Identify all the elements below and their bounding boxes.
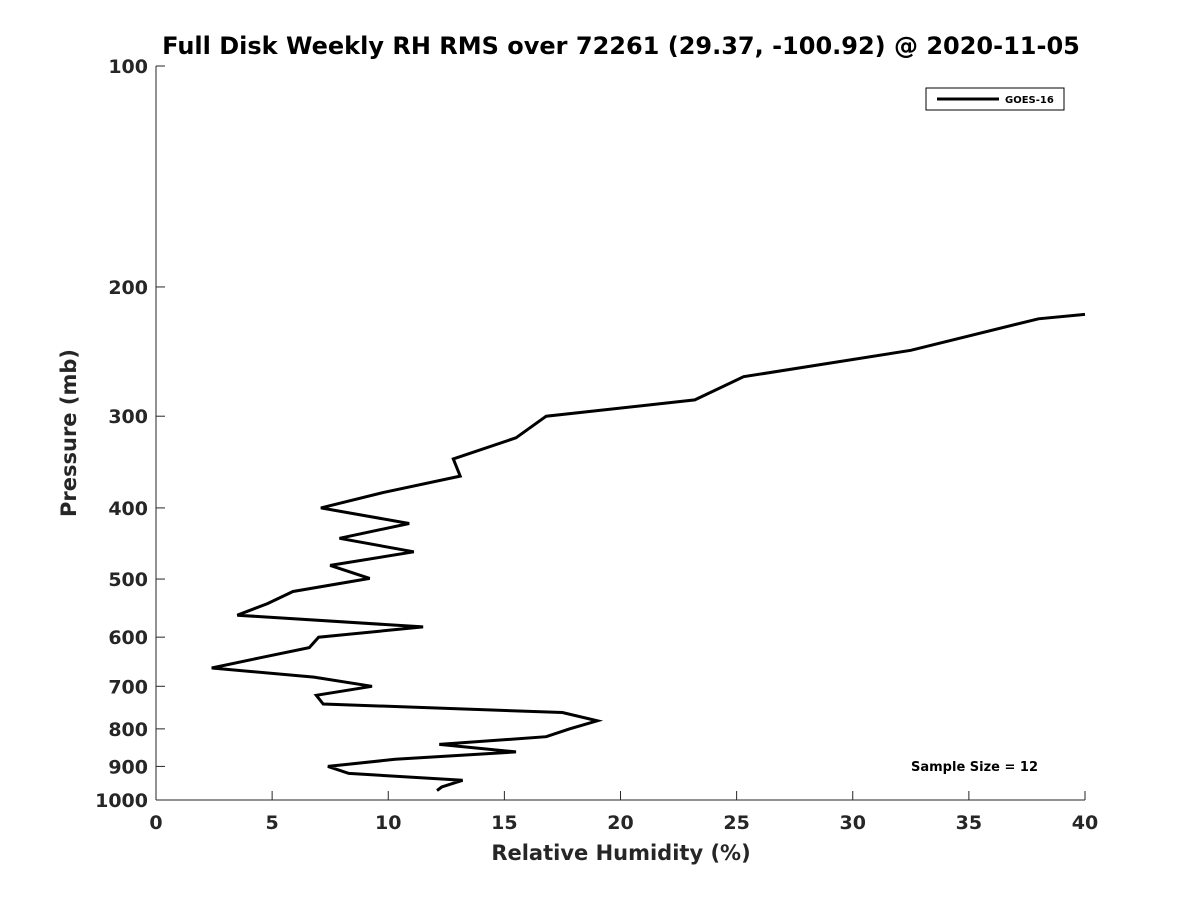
y-tick-label: 500 (108, 569, 148, 591)
x-tick-label: 25 (723, 812, 749, 834)
x-tick-label: 15 (491, 812, 517, 834)
series-line-goes-16 (211, 312, 1086, 792)
x-tick-label: 10 (375, 812, 401, 834)
x-tick-label: 5 (266, 812, 279, 834)
y-tick-label: 100 (108, 56, 148, 78)
sample-size-annotation: Sample Size = 12 (911, 760, 1038, 775)
legend: GOES-16 (925, 87, 1065, 111)
legend-label-goes-16: GOES-16 (1005, 95, 1054, 106)
y-tick-label: 300 (108, 406, 148, 428)
y-tick-label: 200 (108, 277, 148, 299)
y-tick-label: 1000 (95, 790, 148, 812)
x-tick-label: 0 (149, 812, 162, 834)
y-tick-label: 600 (108, 627, 148, 649)
series-layer (211, 312, 1086, 792)
chart-title: Full Disk Weekly RH RMS over 72261 (29.3… (162, 32, 1080, 60)
x-tick-label: 40 (1072, 812, 1098, 834)
x-tick-label: 35 (956, 812, 982, 834)
y-axis-label: Pressure (mb) (57, 349, 81, 517)
axes: 0 5 10 15 20 25 30 35 40 100 200 300 400 500 600 700 800… (95, 56, 1098, 834)
y-tick-label: 700 (108, 676, 148, 698)
y-tick-label: 800 (108, 719, 148, 741)
y-tick-label: 400 (108, 498, 148, 520)
x-axis-label: Relative Humidity (%) (491, 841, 750, 865)
y-tick-label: 900 (108, 756, 148, 778)
x-tick-label: 30 (840, 812, 866, 834)
x-tick-label: 20 (607, 812, 633, 834)
